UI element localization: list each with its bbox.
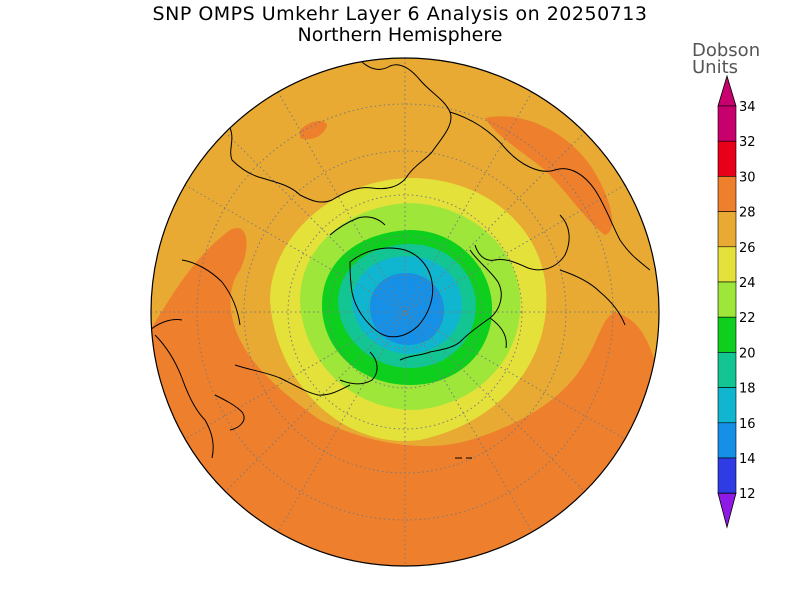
coastline-hudson-bay: [489, 317, 507, 349]
colorbar-segment: [717, 176, 737, 212]
colorbar-tick-label: 30: [739, 170, 756, 185]
coastline-canada-arctic: [399, 249, 502, 361]
colorbar-tick-label: 12: [739, 487, 756, 502]
coastline-north-america-east: [559, 269, 626, 326]
coastline-alaska: [474, 214, 570, 271]
map-subtitle: Northern Hemisphere: [297, 24, 503, 46]
colorbar-unit-line2: Units: [692, 57, 739, 78]
coastline-west-europe: [234, 364, 351, 396]
colorbar-segment: [717, 211, 737, 248]
field-30-32-north: [300, 120, 327, 140]
colorbar-tick-label: 24: [739, 276, 756, 291]
coastline-africa-north: [154, 334, 214, 459]
colorbar-bottom-triangle: [717, 492, 737, 529]
colorbar-tick-label: 34: [739, 100, 756, 115]
colorbar-segment: [717, 140, 737, 177]
colorbar-tick-label: 26: [739, 241, 756, 256]
colorbar-segment: [717, 422, 737, 459]
field-30-32-northeast: [485, 116, 613, 235]
colorbar-tick-label: 32: [739, 135, 756, 150]
colorbar-unit-line1: Dobson: [692, 40, 761, 61]
colorbar-segment: [717, 316, 737, 353]
coastline-europe-asia-north: [229, 59, 452, 203]
colorbar-tick-label: 14: [739, 452, 756, 467]
ozone-field: [151, 58, 659, 566]
colorbar-tick-label: 16: [739, 417, 756, 432]
coastline-asia-east: [449, 111, 651, 271]
colorbar-tick-label: 20: [739, 346, 756, 361]
coastline-greenland: [349, 247, 434, 338]
map-title: SNP OMPS Umkehr Layer 6 Analysis on 2025…: [152, 3, 648, 25]
colorbar-tick-label: 18: [739, 382, 756, 397]
coastline-scandinavia: [329, 216, 386, 236]
coastline-india: [151, 319, 183, 331]
colorbar-tick-label: 28: [739, 206, 756, 221]
colorbar-segment: [717, 281, 737, 318]
coastline-north-atlantic: [339, 351, 378, 385]
colorbar-segment: [717, 387, 737, 424]
colorbar-top-triangle: [717, 74, 737, 107]
colorbar-segment: [717, 352, 737, 388]
colorbar-segment: [717, 105, 737, 142]
graticule: [151, 58, 659, 566]
globe-outline: [150, 57, 660, 567]
coastlines: [151, 59, 651, 459]
colorbar-segment: [717, 246, 737, 283]
field-30-32-south: [151, 228, 659, 566]
colorbar-tick-label: 22: [739, 311, 756, 326]
colorbar: 34 32 30 28 26 24 22 20 18 16 14 12: [717, 74, 756, 529]
colorbar-segment: [717, 457, 737, 494]
coastline-middle-east: [181, 259, 241, 326]
coastline-mediterranean: [214, 394, 245, 431]
